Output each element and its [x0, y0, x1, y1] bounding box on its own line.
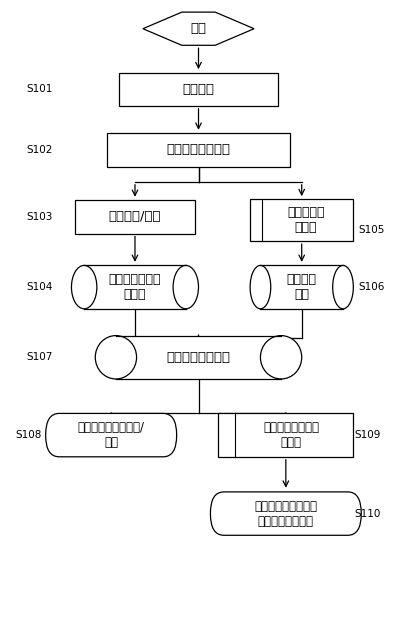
Bar [116, 336, 281, 379]
Text: S109: S109 [354, 430, 380, 440]
FancyBboxPatch shape [119, 73, 278, 106]
FancyBboxPatch shape [210, 492, 361, 535]
Text: S108: S108 [16, 430, 42, 440]
Ellipse shape [71, 265, 97, 309]
Text: S103: S103 [27, 212, 53, 222]
Text: 数据存储、终端展示/
警示: 数据存储、终端展示/ 警示 [78, 421, 145, 449]
FancyBboxPatch shape [75, 200, 195, 234]
Text: 湣厚与厚度均匀性: 湣厚与厚度均匀性 [166, 351, 231, 364]
Text: S101: S101 [27, 84, 53, 94]
FancyBboxPatch shape [46, 413, 177, 457]
Text: S106: S106 [358, 282, 384, 292]
Bar [260, 265, 343, 309]
Ellipse shape [250, 265, 271, 309]
Ellipse shape [95, 336, 137, 379]
Ellipse shape [173, 265, 198, 309]
Text: 提取钓水
液位: 提取钓水 液位 [287, 273, 317, 301]
Text: S104: S104 [27, 282, 53, 292]
Text: 开始: 开始 [191, 22, 206, 35]
Text: 自动加湣系统控制
加湣量: 自动加湣系统控制 加湣量 [263, 421, 319, 449]
Bar [84, 265, 186, 309]
FancyBboxPatch shape [107, 133, 290, 167]
Polygon shape [143, 12, 254, 45]
Text: 钓水液位检
测系统: 钓水液位检 测系统 [287, 206, 325, 234]
FancyBboxPatch shape [218, 413, 353, 457]
Text: 激发激光: 激发激光 [183, 83, 214, 96]
Text: 图像处理/分析: 图像处理/分析 [109, 211, 161, 223]
Text: 采集激光投影图像: 采集激光投影图像 [166, 144, 231, 156]
Text: S110: S110 [354, 508, 380, 519]
Text: S102: S102 [27, 145, 53, 155]
Ellipse shape [333, 265, 353, 309]
Text: 提取湣位与平整
性变化: 提取湣位与平整 性变化 [109, 273, 161, 301]
Text: S105: S105 [358, 225, 384, 235]
Ellipse shape [260, 336, 302, 379]
Text: S107: S107 [27, 352, 53, 362]
FancyBboxPatch shape [250, 199, 353, 241]
Text: 保护湣消耗数据和性
能存储、终端展示: 保护湣消耗数据和性 能存储、终端展示 [254, 500, 317, 528]
